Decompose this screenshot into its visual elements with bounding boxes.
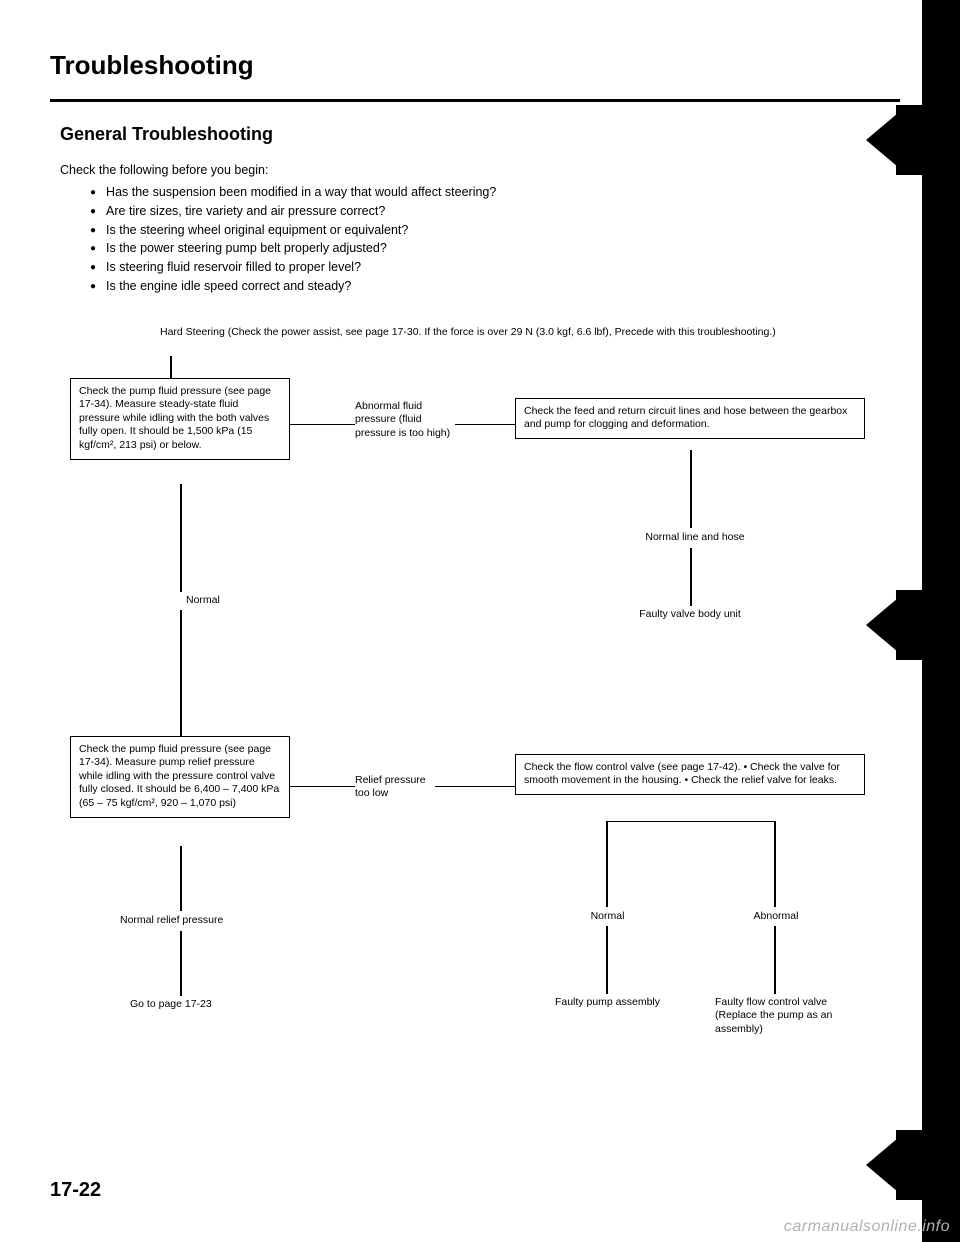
flow-box-check-pressure-2: Check the pump fluid pressure (see page … xyxy=(70,736,290,818)
watermark: carmanualsonline.info xyxy=(784,1218,950,1236)
list-item: Has the suspension been modified in a wa… xyxy=(90,183,900,202)
page-title: Troubleshooting xyxy=(50,50,900,81)
flow-label-faulty-body: Faulty valve body unit xyxy=(610,608,770,622)
section-title: General Troubleshooting xyxy=(60,124,900,145)
flow-box-check-lines: Check the feed and return circuit lines … xyxy=(515,398,865,439)
list-item: Is the engine idle speed correct and ste… xyxy=(90,277,900,296)
flow-label-faulty-flow-valve: Faulty flow control valve (Replace the p… xyxy=(715,996,870,1037)
precheck-list: Has the suspension been modified in a wa… xyxy=(90,183,900,296)
hard-steering-note: Hard Steering (Check the power assist, s… xyxy=(160,326,880,338)
flow-label-abnormal: Abnormal xyxy=(745,910,807,924)
flow-label-goto: Go to page 17-23 xyxy=(130,998,212,1012)
page-number: 17-22 xyxy=(50,1179,101,1202)
list-item: Is steering fluid reservoir filled to pr… xyxy=(90,258,900,277)
list-item: Are tire sizes, tire variety and air pre… xyxy=(90,202,900,221)
flow-label-normal-line: Normal line and hose xyxy=(625,531,765,545)
flow-label-normal: Normal xyxy=(186,594,220,608)
flow-label-abnormal-pressure: Abnormal fluid pressure (fluid pressure … xyxy=(355,400,455,441)
flow-box-check-pressure-1: Check the pump fluid pressure (see page … xyxy=(70,378,290,460)
intro-text: Check the following before you begin: xyxy=(60,163,900,177)
flow-label-normal-relief: Normal relief pressure xyxy=(120,914,223,928)
flow-label-relief-low: Relief pressure too low xyxy=(355,774,435,801)
flow-box-check-flow-valve: Check the flow control valve (see page 1… xyxy=(515,754,865,795)
flow-label-normal: Normal xyxy=(580,910,635,924)
flow-label-faulty-pump: Faulty pump assembly xyxy=(540,996,675,1010)
list-item: Is the power steering pump belt properly… xyxy=(90,239,900,258)
divider xyxy=(50,99,900,102)
flowchart: Check the pump fluid pressure (see page … xyxy=(50,356,900,1096)
list-item: Is the steering wheel original equipment… xyxy=(90,221,900,240)
